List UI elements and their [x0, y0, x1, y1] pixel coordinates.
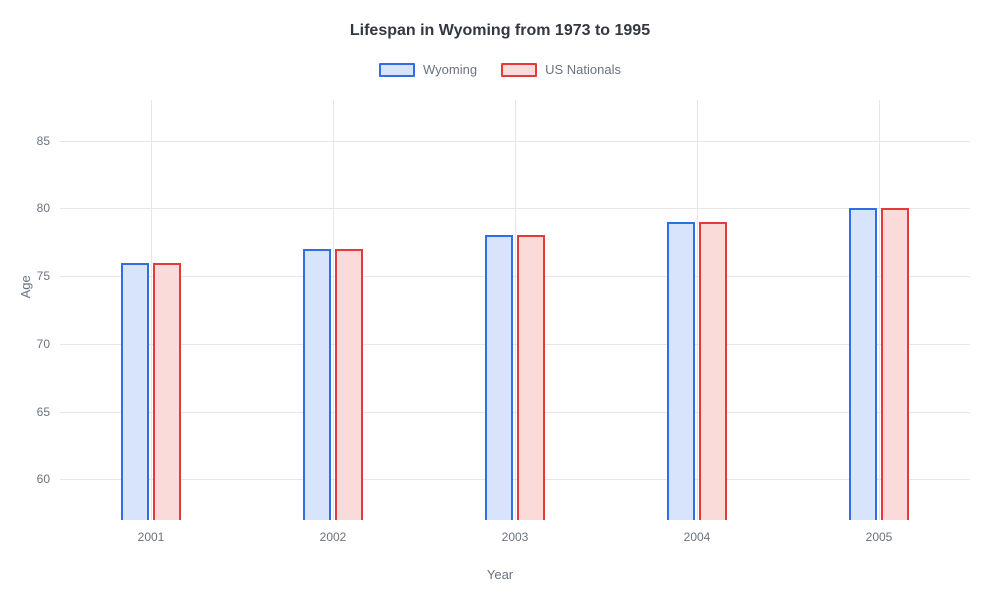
bar: [517, 235, 545, 520]
legend-swatch: [501, 63, 537, 77]
bar: [153, 263, 181, 520]
y-tick-label: 80: [37, 201, 60, 215]
legend-item: US Nationals: [501, 62, 621, 77]
legend-label: US Nationals: [545, 62, 621, 77]
grid-line-vertical: [697, 100, 698, 520]
grid-line-vertical: [151, 100, 152, 520]
bar: [303, 249, 331, 520]
x-tick-label: 2005: [866, 520, 893, 544]
grid-line-horizontal: [60, 412, 970, 413]
y-axis-title: Age: [18, 275, 33, 298]
legend-item: Wyoming: [379, 62, 477, 77]
legend-label: Wyoming: [423, 62, 477, 77]
grid-line-horizontal: [60, 208, 970, 209]
bar: [667, 222, 695, 520]
grid-line-horizontal: [60, 479, 970, 480]
bar: [121, 263, 149, 520]
y-tick-label: 85: [37, 134, 60, 148]
grid-line-horizontal: [60, 344, 970, 345]
x-tick-label: 2001: [138, 520, 165, 544]
legend: Wyoming US Nationals: [0, 62, 1000, 77]
bar: [849, 208, 877, 520]
legend-swatch: [379, 63, 415, 77]
x-tick-label: 2002: [320, 520, 347, 544]
bar: [881, 208, 909, 520]
grid-line-vertical: [879, 100, 880, 520]
x-tick-label: 2004: [684, 520, 711, 544]
bar: [485, 235, 513, 520]
chart-title: Lifespan in Wyoming from 1973 to 1995: [0, 0, 1000, 40]
grid-line-horizontal: [60, 276, 970, 277]
plot-area: 20012002200320042005606570758085: [60, 100, 970, 520]
x-tick-label: 2003: [502, 520, 529, 544]
x-axis-title: Year: [487, 567, 513, 582]
grid-line-horizontal: [60, 141, 970, 142]
grid-line-vertical: [515, 100, 516, 520]
y-tick-label: 70: [37, 337, 60, 351]
chart-container: Lifespan in Wyoming from 1973 to 1995 Wy…: [0, 0, 1000, 600]
y-tick-label: 75: [37, 269, 60, 283]
grid-line-vertical: [333, 100, 334, 520]
y-tick-label: 60: [37, 472, 60, 486]
bar: [699, 222, 727, 520]
bar: [335, 249, 363, 520]
y-tick-label: 65: [37, 405, 60, 419]
